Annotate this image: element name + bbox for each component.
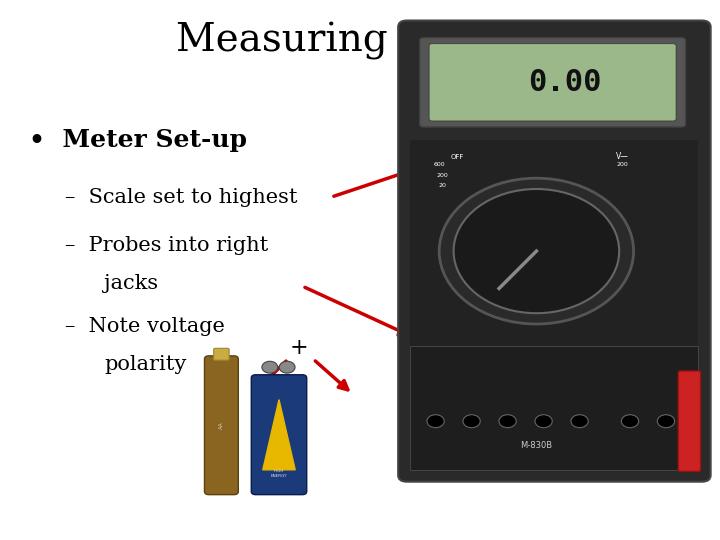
Polygon shape — [263, 400, 295, 470]
FancyBboxPatch shape — [398, 21, 711, 482]
FancyBboxPatch shape — [251, 375, 307, 495]
Text: Measuring voltage: Measuring voltage — [176, 22, 544, 59]
Bar — [410, 346, 698, 470]
Text: V—: V— — [616, 152, 629, 161]
Text: AA: AA — [219, 421, 224, 429]
Circle shape — [262, 361, 278, 373]
Circle shape — [657, 415, 675, 428]
Text: •  Meter Set-up: • Meter Set-up — [29, 129, 247, 152]
Text: 200: 200 — [617, 162, 629, 167]
FancyBboxPatch shape — [204, 356, 238, 495]
Text: 200: 200 — [437, 173, 449, 178]
FancyBboxPatch shape — [420, 38, 685, 127]
Text: M-830B: M-830B — [521, 441, 552, 450]
Text: polarity: polarity — [104, 355, 186, 374]
Circle shape — [427, 415, 444, 428]
Circle shape — [439, 178, 634, 324]
Text: 0.00: 0.00 — [528, 68, 601, 97]
Circle shape — [535, 415, 552, 428]
Circle shape — [499, 415, 516, 428]
Circle shape — [279, 361, 295, 373]
Circle shape — [571, 415, 588, 428]
Bar — [410, 140, 698, 346]
Circle shape — [621, 415, 639, 428]
FancyBboxPatch shape — [429, 44, 676, 121]
FancyBboxPatch shape — [214, 348, 229, 360]
Text: jacks: jacks — [104, 274, 158, 293]
Text: 600: 600 — [433, 162, 445, 167]
Text: –  Scale set to highest: – Scale set to highest — [65, 187, 297, 207]
Circle shape — [463, 415, 480, 428]
Text: OFF: OFF — [451, 153, 464, 160]
Text: +: + — [289, 338, 308, 359]
Text: –  Probes into right: – Probes into right — [65, 236, 268, 255]
Text: HIGH
ENERGY: HIGH ENERGY — [271, 469, 287, 478]
Text: 20: 20 — [439, 183, 446, 188]
FancyBboxPatch shape — [678, 371, 701, 471]
Text: –  Note voltage: – Note voltage — [65, 317, 225, 336]
Circle shape — [454, 189, 619, 313]
